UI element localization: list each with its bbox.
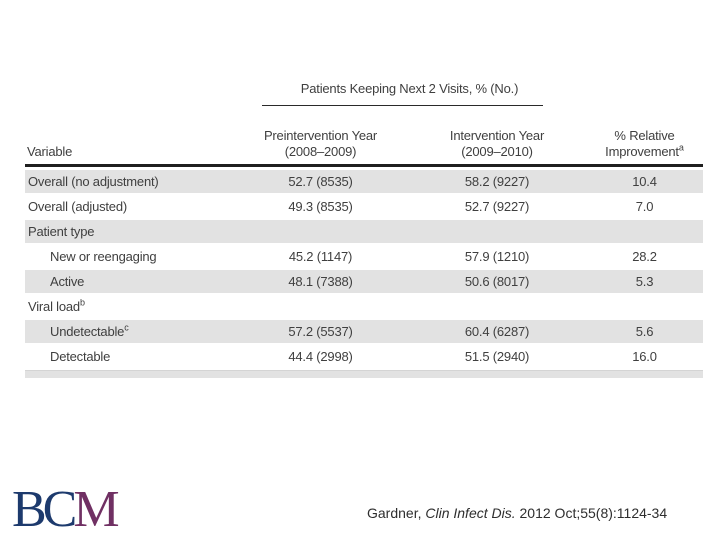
table-section-row: Patient type — [25, 220, 703, 245]
intervention-line2: (2009–2010) — [461, 143, 533, 159]
bcm-logo-letter-m: M — [73, 481, 119, 538]
row-intervention-value: 58.2 (9227) — [464, 174, 530, 189]
row-improvement-value: 28.2 — [632, 249, 657, 264]
row-variable: Detectable — [50, 349, 111, 364]
row-improvement-value: 16.0 — [632, 349, 657, 364]
row-improvement-value: 10.4 — [632, 174, 657, 189]
row-intervention-value: 50.6 (8017) — [464, 274, 530, 289]
row-intervention-value: 60.4 (6287) — [464, 324, 530, 339]
column-header-variable: Variable — [27, 143, 73, 159]
row-preintervention-value: 44.4 (2998) — [288, 349, 353, 364]
table-row: New or reengaging 45.2 (1147) 57.9 (1210… — [25, 245, 703, 270]
table-row: Active 48.1 (7388) 50.6 (8017) 5.3 — [25, 270, 703, 295]
row-improvement-value: 5.3 — [635, 274, 654, 289]
row-variable: Overall (adjusted) — [28, 199, 127, 214]
row-preintervention-value: 45.2 (1147) — [288, 249, 353, 264]
cropped-partial-row — [25, 370, 703, 378]
citation-rest: 2012 Oct;55(8):1124-34 — [515, 505, 668, 521]
preintervention-line2: (2008–2009) — [284, 143, 357, 159]
citation: Gardner, Clin Infect Dis. 2012 Oct;55(8)… — [367, 505, 667, 521]
citation-author: Gardner, — [367, 505, 426, 521]
row-improvement-value: 5.6 — [635, 324, 654, 339]
preintervention-line1: Preintervention Year — [263, 127, 378, 143]
row-intervention-value: 57.9 (1210) — [464, 249, 530, 264]
row-footnote-marker: c — [124, 322, 129, 333]
row-improvement-value: 7.0 — [635, 199, 654, 214]
table-section-row: Viral loadb — [25, 295, 703, 320]
spanner-underline — [262, 105, 543, 106]
bcm-logo: BCM — [12, 481, 120, 538]
table-body: Overall (no adjustment) 52.7 (8535) 58.2… — [25, 170, 703, 378]
table-column-headers: Variable Preintervention Year (2008–2009… — [25, 116, 703, 162]
table-row: Overall (no adjustment) 52.7 (8535) 58.2… — [25, 170, 703, 195]
intervention-line1: Intervention Year — [449, 127, 545, 143]
row-variable: Undetectablec — [50, 322, 129, 339]
table-row: Overall (adjusted) 49.3 (8535) 52.7 (922… — [25, 195, 703, 220]
row-preintervention-value: 48.1 (7388) — [288, 274, 353, 289]
improvement-footnote-marker: a — [678, 142, 684, 153]
column-header-preintervention: Preintervention Year (2008–2009) — [233, 128, 408, 163]
row-variable: Overall (no adjustment) — [28, 174, 159, 189]
row-preintervention-value: 49.3 (8535) — [288, 199, 353, 214]
improvement-line1: % Relative — [614, 127, 675, 143]
bcm-logo-letters-bc: BC — [12, 481, 77, 538]
row-variable: Active — [50, 274, 85, 289]
row-variable: Viral loadb — [28, 297, 85, 314]
row-preintervention-value: 52.7 (8535) — [288, 174, 353, 189]
table-spanner-title: Patients Keeping Next 2 Visits, % (No.) — [300, 81, 519, 96]
header-rule — [25, 164, 703, 167]
row-variable: New or reengaging — [50, 249, 157, 264]
row-intervention-value: 51.5 (2940) — [464, 349, 530, 364]
table-row: Detectable 44.4 (2998) 51.5 (2940) 16.0 — [25, 345, 703, 370]
row-variable: Patient type — [28, 224, 95, 239]
improvement-line2: Improvement — [605, 143, 679, 159]
column-header-relative-improvement: % Relative Improvementa — [586, 128, 703, 163]
table-row: Undetectablec 57.2 (5537) 60.4 (6287) 5.… — [25, 320, 703, 345]
row-preintervention-value: 57.2 (5537) — [288, 324, 353, 339]
column-header-intervention: Intervention Year (2009–2010) — [408, 128, 586, 163]
row-footnote-marker: b — [79, 297, 85, 308]
row-intervention-value: 52.7 (9227) — [464, 199, 530, 214]
citation-journal: Clin Infect Dis. — [425, 505, 516, 521]
